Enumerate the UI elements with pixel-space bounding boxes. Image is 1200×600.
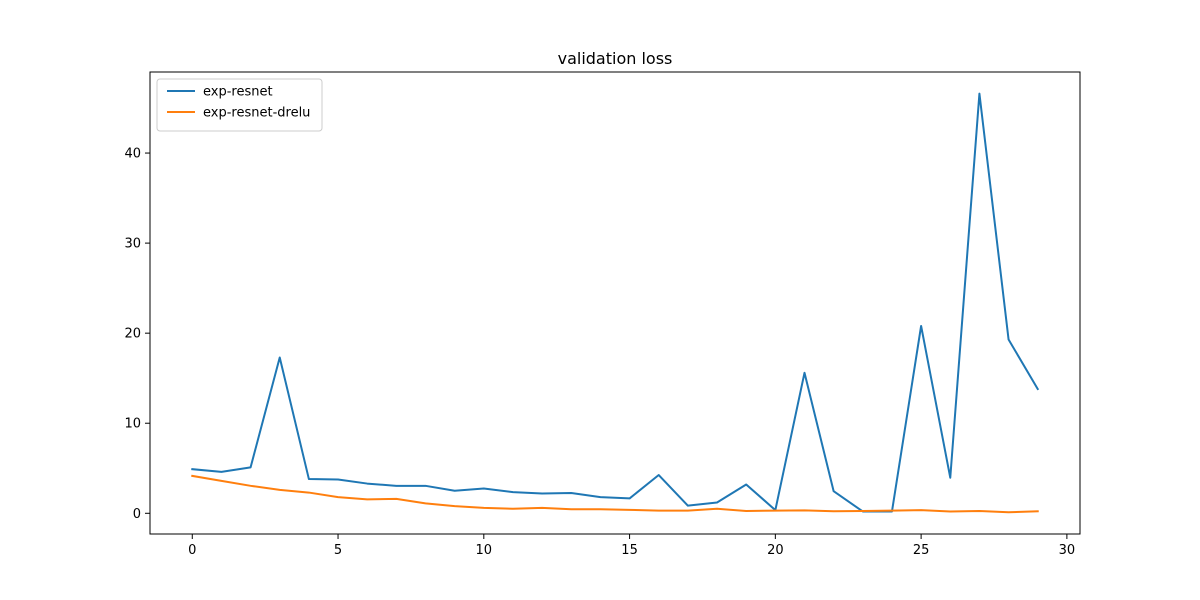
y-tick-label: 40	[124, 147, 141, 162]
x-tick-label: 20	[767, 543, 784, 558]
x-tick-label: 30	[1059, 543, 1076, 558]
x-tick-label: 5	[334, 543, 342, 558]
chart-title: validation loss	[558, 49, 673, 68]
y-tick-label: 30	[124, 237, 141, 252]
plot-area: 0 5 10 15 20 25 30 0 10 20 30 40 exp-resnet exp-resne…	[124, 71, 1081, 558]
y-tick-label: 0	[133, 507, 141, 522]
legend-label-1: exp-resnet-drelu	[203, 106, 310, 121]
y-tick-label: 10	[124, 417, 141, 432]
x-tick-label: 10	[476, 543, 493, 558]
axes-frame	[149, 71, 1081, 535]
x-tick-label: 25	[913, 543, 930, 558]
x-tick-label: 0	[188, 543, 196, 558]
y-tick-label: 20	[124, 327, 141, 342]
legend-label-0: exp-resnet	[203, 85, 273, 100]
series-line-1	[191, 474, 1039, 514]
x-tick-label: 15	[621, 543, 638, 558]
series-line-0	[191, 92, 1040, 513]
legend-box	[156, 78, 323, 132]
